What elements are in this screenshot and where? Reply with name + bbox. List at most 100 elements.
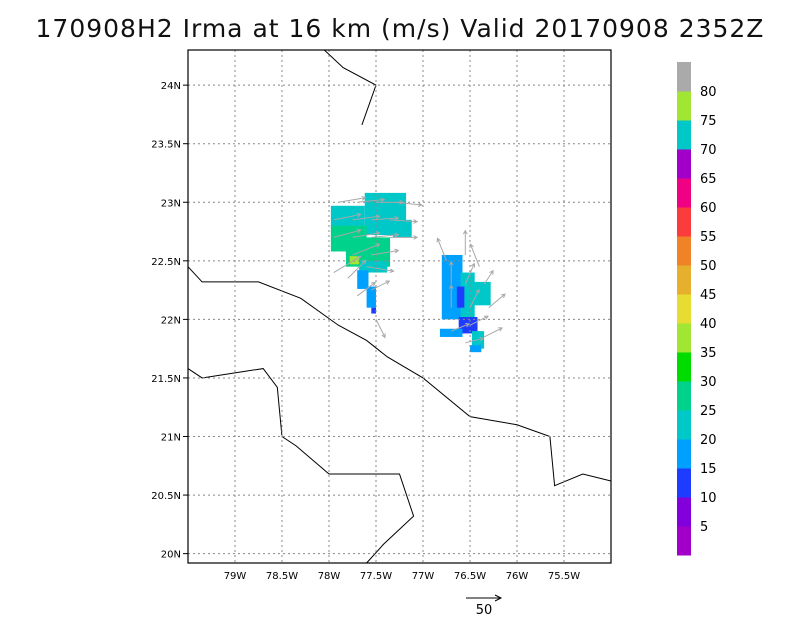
longitude-tick-label: 79W	[224, 571, 247, 582]
colorbar-swatch	[677, 149, 691, 179]
wind-vector	[483, 327, 504, 338]
colorbar-swatch	[677, 526, 691, 556]
wind-vector	[371, 215, 400, 221]
wind-vector	[371, 248, 400, 256]
wind-vector	[390, 219, 419, 224]
latitude-tick-label: 20N	[161, 550, 181, 561]
longitude-tick-label: 77.5W	[360, 571, 392, 582]
wind-speed-cell	[371, 307, 376, 314]
wind-speed-cell	[357, 270, 369, 289]
wind-speed-cell	[366, 286, 376, 308]
colorbar-label: 5	[700, 520, 708, 535]
colorbar-label: 60	[700, 201, 717, 216]
latitude-tick-labels: 20N 20.5N 21N 21.5N 22N 22.5N 23N 23.5N 24N	[151, 81, 188, 561]
colorbar-swatch	[677, 410, 691, 440]
longitude-tick-label: 75.5W	[548, 571, 580, 582]
colorbar-swatch	[677, 62, 691, 92]
colorbar-swatch	[677, 468, 691, 498]
wind-speed-cell	[439, 328, 463, 337]
wind-vectors	[333, 195, 506, 344]
colorbar-swatch	[677, 294, 691, 324]
colorbar-label: 40	[700, 317, 717, 332]
coastline	[187, 368, 415, 564]
colorbar-label: 45	[700, 288, 717, 303]
colorbar-label: 65	[700, 172, 717, 187]
wind-vector	[488, 293, 506, 309]
colorbar-swatch	[677, 207, 691, 237]
wind-vector	[436, 237, 447, 262]
colorbar-swatch	[677, 352, 691, 382]
wind-vector	[448, 260, 454, 285]
colorbar-swatch	[677, 323, 691, 353]
wind-vector	[352, 214, 381, 221]
colorbar-label: 15	[700, 462, 717, 477]
wind-vector	[366, 266, 395, 273]
colorbar-swatch	[677, 381, 691, 411]
reference-vector-label: 50	[476, 603, 493, 618]
colorbar-label: 35	[700, 346, 717, 361]
colorbar-label: 80	[700, 85, 717, 100]
colorbar-label: 25	[700, 404, 717, 419]
wind-speed-field	[330, 192, 491, 353]
latitude-tick-label: 24N	[161, 81, 181, 92]
wind-vector	[465, 336, 485, 344]
latitude-tick-label: 22.5N	[151, 257, 181, 268]
longitude-tick-labels: 79W 78.5W 78W 77.5W 77W 76.5W 76W 75.5W	[224, 571, 581, 582]
wind-speed-cell	[471, 281, 491, 306]
longitude-tick-label: 78.5W	[266, 571, 298, 582]
latitude-tick-label: 21N	[161, 433, 181, 444]
wind-vector	[357, 197, 386, 203]
reference-vector: 50	[466, 594, 503, 618]
reference-arrow-head	[494, 594, 503, 602]
wind-vector	[451, 322, 471, 332]
colorbar-label: 50	[700, 259, 717, 274]
wind-speed-cell	[470, 345, 482, 353]
wind-vector	[333, 228, 362, 238]
wind-vector	[347, 259, 367, 279]
wind-vector	[333, 255, 362, 273]
latitude-tick-label: 21.5N	[151, 374, 181, 385]
map-title: 170908H2 Irma at 16 km (m/s) Valid 20170…	[35, 14, 765, 43]
wind-vector	[462, 229, 468, 255]
wind-vector	[371, 280, 391, 291]
coastlines	[187, 49, 612, 564]
wind-vector	[356, 281, 377, 297]
colorbar-label: 55	[700, 230, 717, 245]
wind-vector	[483, 269, 494, 285]
wind-vector	[333, 212, 362, 221]
colorbar-swatch	[677, 439, 691, 469]
colorbar-label: 20	[700, 433, 717, 448]
wind-vector	[390, 235, 419, 240]
wind-vector	[469, 288, 480, 308]
wind-vector	[469, 243, 480, 267]
coastline	[187, 266, 612, 487]
latitude-tick-label: 23.5N	[151, 140, 181, 151]
wind-vector	[352, 231, 381, 238]
wind-vector	[375, 319, 386, 339]
coastline	[323, 49, 377, 126]
colorbar-swatch	[677, 120, 691, 150]
wind-vector	[394, 201, 423, 207]
wind-vector	[352, 243, 381, 256]
colorbar-swatch	[677, 265, 691, 295]
latitude-tick-label: 22N	[161, 315, 181, 326]
wind-speed-cell	[392, 219, 412, 238]
colorbar-swatch	[677, 236, 691, 266]
longitude-tick-label: 76W	[506, 571, 529, 582]
wind-vector	[448, 284, 454, 308]
colorbar-label: 30	[700, 375, 717, 390]
colorbar-swatch	[677, 91, 691, 121]
colorbar-swatch	[677, 178, 691, 208]
colorbar-swatch	[677, 497, 691, 527]
longitude-tick-label: 77W	[412, 571, 435, 582]
wind-speed-cell	[359, 260, 388, 273]
colorbar-label: 70	[700, 143, 717, 158]
wind-vector	[338, 195, 367, 203]
colorbar: 5 10 15 20 25 30 35 40 45 50 55 60 65 70 75 80	[677, 62, 717, 556]
longitude-tick-label: 78W	[318, 571, 341, 582]
latitude-tick-label: 23N	[161, 198, 181, 209]
map-frame	[187, 49, 612, 564]
colorbar-label: 75	[700, 114, 717, 129]
latitude-tick-label: 20.5N	[151, 491, 181, 502]
